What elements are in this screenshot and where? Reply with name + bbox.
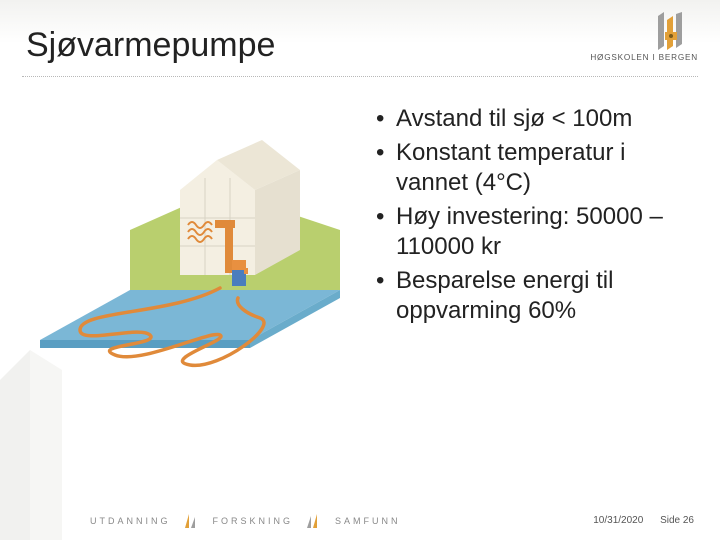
bg-stripe-icon — [0, 340, 90, 540]
footer-word: SAMFUNN — [335, 516, 401, 526]
footer-date: 10/31/2020 — [593, 515, 643, 526]
list-item: Høy investering: 50000 – 110000 kr — [370, 202, 690, 262]
institution-logo: HØGSKOLEN I BERGEN — [570, 12, 698, 69]
content-area: Avstand til sjø < 100m Konstant temperat… — [0, 100, 720, 480]
tank-icon — [232, 260, 248, 286]
footer-branding: UTDANNING FORSKNING SAMFUNN — [90, 512, 401, 530]
logo-bars-icon — [658, 12, 682, 50]
list-item: Avstand til sjø < 100m — [370, 104, 690, 134]
footer-word: FORSKNING — [213, 516, 294, 526]
title-underline — [22, 76, 698, 77]
page-title: Sjøvarmepumpe — [26, 26, 275, 65]
list-item: Besparelse energi til oppvarming 60% — [370, 266, 690, 326]
bars-icon — [183, 512, 201, 530]
bars-icon — [305, 512, 323, 530]
footer-page: Side 26 — [660, 515, 694, 526]
list-item: Konstant temperatur i vannet (4°C) — [370, 138, 690, 198]
footer-word: UTDANNING — [90, 516, 171, 526]
institution-name: HØGSKOLEN I BERGEN — [590, 53, 698, 62]
slide: Sjøvarmepumpe HØGSKOLEN I BERGEN — [0, 0, 720, 540]
bullet-list: Avstand til sjø < 100m Konstant temperat… — [370, 100, 720, 480]
footer-meta: 10/31/2020 Side 26 — [593, 515, 694, 526]
